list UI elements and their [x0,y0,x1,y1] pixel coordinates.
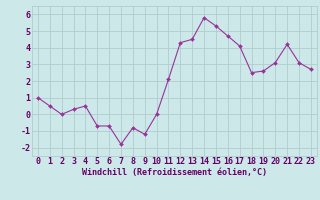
X-axis label: Windchill (Refroidissement éolien,°C): Windchill (Refroidissement éolien,°C) [82,168,267,177]
